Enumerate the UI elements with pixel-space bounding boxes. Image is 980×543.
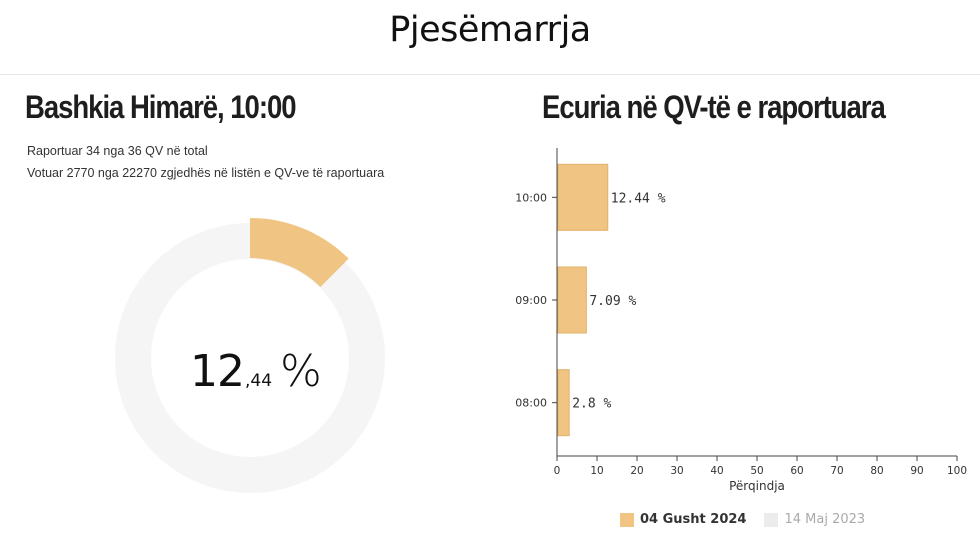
donut-value-arc[interactable] (250, 218, 349, 288)
x-tick-label-20: 20 (630, 465, 643, 477)
x-tick-label-10: 10 (590, 465, 603, 477)
y-tick-label-0800: 08:00 (515, 397, 547, 410)
bar-0900[interactable] (557, 266, 587, 334)
page-title: Pjesëmarrja (389, 10, 591, 50)
x-tick-label-0: 0 (554, 465, 561, 477)
municipality-heading: Bashkia Himarë, 10:00 (25, 89, 297, 125)
progress-heading: Ecuria në QV-të e raportuara (542, 89, 886, 125)
legend-item-2024[interactable]: 04 Gusht 2024 (620, 512, 746, 527)
x-tick-label-30: 30 (670, 465, 683, 477)
x-tick-label-90: 90 (910, 465, 923, 477)
percentage-integer: 12 (190, 346, 245, 397)
turnout-donut-chart (115, 218, 385, 493)
turnout-percentage: 12,44% (190, 346, 322, 397)
x-tick-label-50: 50 (750, 465, 763, 477)
legend-item-2023[interactable]: 14 Maj 2023 (764, 512, 865, 527)
chart-legend: 04 Gusht 2024 14 Maj 2023 (620, 512, 883, 527)
y-tick-label-0900: 09:00 (515, 294, 547, 307)
bar-1000[interactable] (557, 163, 609, 231)
bar-label-0900: 7.09 % (589, 294, 636, 309)
bar-label-1000: 12.44 % (611, 191, 666, 206)
legend-label-2023: 14 Maj 2023 (784, 512, 866, 527)
y-tick-label-1000: 10:00 (515, 191, 547, 204)
bar-label-0800: 2.8 % (572, 397, 611, 412)
x-tick-label-80: 80 (870, 465, 883, 477)
legend-label-2024: 04 Gusht 2024 (640, 512, 747, 527)
x-axis-label: Përqindja (729, 479, 785, 493)
progress-bar-chart: 10:00 12.44 % 09:00 7.09 % 08:00 2.8 % 0 10 20 30… (515, 148, 967, 493)
x-tick-label-60: 60 (790, 465, 803, 477)
bar-0800[interactable] (557, 369, 570, 437)
legend-swatch-2024 (620, 512, 634, 527)
legend-swatch-2023 (764, 512, 779, 527)
x-tick-label-70: 70 (830, 465, 843, 477)
percentage-sign: % (280, 346, 322, 397)
voters-text: Votuar 2770 nga 22270 zgjedhës në listën… (27, 166, 385, 180)
header-bar: Pjesëmarrja (0, 0, 980, 75)
x-tick-label-100: 100 (947, 465, 967, 477)
x-tick-label-40: 40 (710, 465, 723, 477)
percentage-decimal: ,44 (245, 371, 273, 391)
reported-stations-text: Raportuar 34 nga 36 QV në total (27, 144, 208, 158)
